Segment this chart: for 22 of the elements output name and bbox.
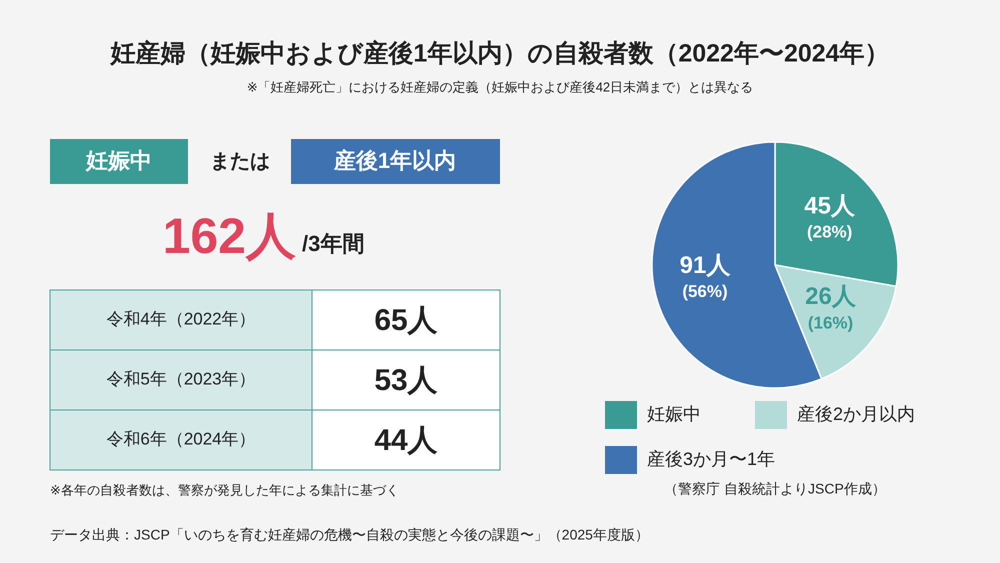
data-label: 91人 (56%) xyxy=(680,252,732,302)
text: 妊産婦（妊娠中および産後1年以内）の自殺者数（2022年〜2024年） xyxy=(109,40,890,68)
text: データ出典：JSCP「いのちを育む妊産婦の危機〜自殺の実態と今後の課題〜」（2025年度版） xyxy=(50,526,649,543)
text: 162人 xyxy=(162,208,296,264)
text: 令和4年（2022年） xyxy=(106,309,256,328)
data-label: 45人 (28%) xyxy=(804,192,856,242)
text: ※「妊産婦死亡」における妊産婦の定義（妊娠中および産後42日未満まで）とは異なる xyxy=(246,79,754,94)
text: 65人 xyxy=(374,304,439,337)
text: /3年間 xyxy=(302,230,364,256)
text: 妊娠中 xyxy=(85,148,152,173)
legend-label: 産後3か月〜1年 xyxy=(647,448,776,469)
text: 産後1年以内 xyxy=(332,148,456,173)
legend-label: 妊娠中 xyxy=(647,404,701,424)
text: 令和5年（2023年） xyxy=(106,369,256,388)
text: または xyxy=(210,150,270,172)
legend-label: 産後2か月以内 xyxy=(797,404,916,424)
text: 53人 xyxy=(374,364,439,397)
data-label: 26人 (16%) xyxy=(805,283,857,332)
text: （警察庁 自殺統計よりJSCP作成） xyxy=(664,480,886,497)
text: ※各年の自殺者数は、警察が発見した年による集計に基づく xyxy=(50,482,399,498)
text: 令和6年（2024年） xyxy=(106,429,256,448)
text: 44人 xyxy=(374,424,439,457)
